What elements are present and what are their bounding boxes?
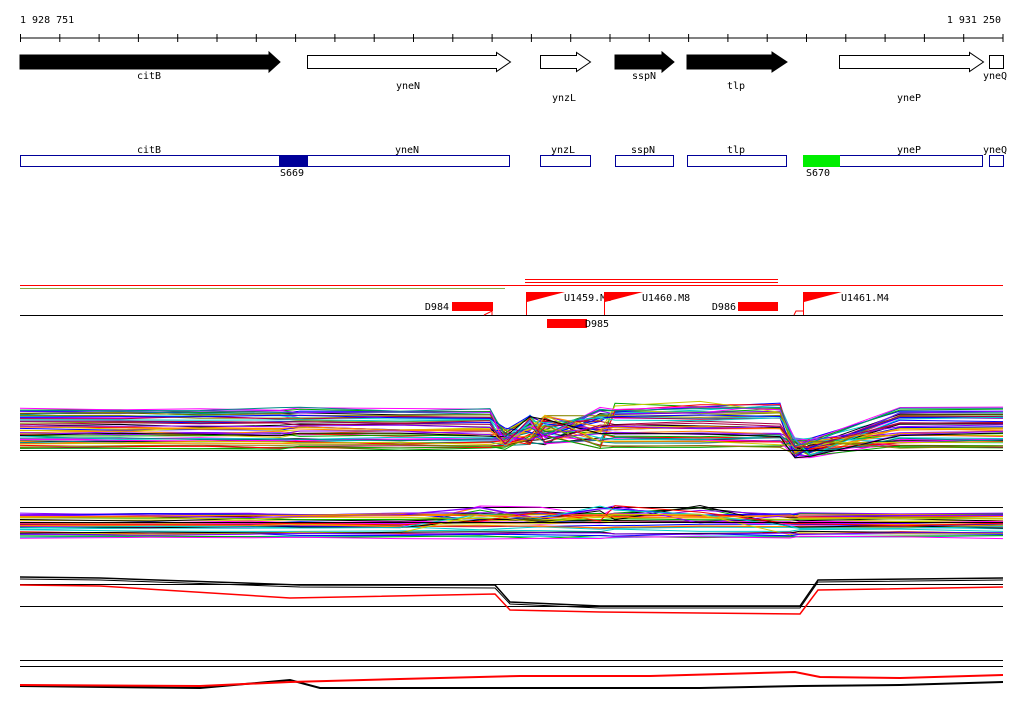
- probe-box-citB-yneN[interactable]: [20, 155, 510, 167]
- profile-line-red: [19, 584, 1004, 615]
- feature-U1459-flag: [527, 292, 565, 302]
- feature-U1461-flag: [804, 292, 842, 302]
- feature-label-U1461: U1461.M4: [841, 293, 889, 304]
- feature-D985[interactable]: [547, 319, 587, 328]
- gene-ynzL[interactable]: ynzL: [540, 51, 592, 105]
- profile-line: [19, 530, 1004, 535]
- gene-label-yneP: yneP: [897, 93, 921, 104]
- gene-label-yneN: yneN: [396, 81, 420, 92]
- profile-line: [19, 532, 1003, 536]
- gene-label-yneQ: yneQ: [983, 71, 1007, 82]
- probe-gene-label-sspN: sspN: [631, 145, 655, 156]
- probe-gene-label-yneQ: yneQ: [983, 145, 1007, 156]
- highlight-label-S670: S670: [806, 168, 830, 179]
- gene-label-citB: citB: [137, 71, 161, 82]
- feature-U1460-flag: [605, 292, 643, 302]
- profile-line: [19, 416, 1004, 459]
- probe-gene-label-yneN: yneN: [395, 145, 419, 156]
- profile-line-red: [19, 670, 1004, 688]
- feature-U1459[interactable]: U1459.M8: [526, 292, 613, 315]
- profile-line-black: [19, 576, 1004, 607]
- ruler-ticks: [20, 34, 1004, 42]
- gene-arrow-yneN[interactable]: [307, 51, 512, 73]
- probe-gene-label-ynzL: ynzL: [551, 145, 575, 156]
- feature-D984[interactable]: [452, 302, 493, 311]
- gene-arrow-ynzL[interactable]: [540, 51, 592, 73]
- gene-yneQ[interactable]: yneQ: [983, 55, 1007, 83]
- profile-line: [19, 535, 1004, 540]
- feature-D986[interactable]: [738, 302, 778, 311]
- gene-track: citB yneN ynzL sspN tlp yneP yneQ: [19, 50, 1007, 105]
- expression-panel-1: [19, 400, 1004, 459]
- coordinate-ruler: 1 928 751 1 931 250: [20, 15, 1004, 42]
- probe-box-yneQ[interactable]: [989, 155, 1004, 167]
- profile-line: [19, 415, 1004, 457]
- profile-line: [19, 505, 1004, 527]
- gene-label-sspN: sspN: [632, 71, 656, 82]
- profile-line: [19, 528, 1004, 533]
- probe-box-sspN[interactable]: [615, 155, 674, 167]
- profile-line: [19, 423, 1004, 452]
- ruler-end-label: 1 931 250: [947, 15, 1001, 26]
- feature-label-D985: D985: [585, 319, 609, 330]
- profile-line: [19, 417, 1004, 448]
- feature-label-U1460: U1460.M8: [642, 293, 690, 304]
- profile-line: [19, 414, 1004, 459]
- profile-line: [19, 424, 1004, 455]
- gene-arrow-sspN[interactable]: [614, 50, 675, 74]
- gene-arrow-yneP[interactable]: [839, 51, 985, 73]
- feature-label-D986: D986: [712, 302, 736, 313]
- feature-label-D984: D984: [425, 302, 449, 313]
- ruler-start-label: 1 928 751: [20, 15, 74, 26]
- probe-track: citB yneN ynzL sspN tlp yneP yneQ S669 S…: [20, 145, 1007, 179]
- profile-line: [19, 435, 1004, 457]
- gene-yneN[interactable]: yneN: [307, 51, 512, 93]
- gene-label-ynzL: ynzL: [552, 93, 576, 104]
- gene-box-yneQ[interactable]: [989, 55, 1004, 69]
- probe-gene-label-citB: citB: [137, 145, 161, 156]
- profile-line-black-2: [19, 578, 1004, 609]
- gene-label-tlp: tlp: [727, 81, 745, 92]
- feature-D984-tail: [483, 310, 493, 316]
- expression-panel-3: [19, 576, 1004, 615]
- feature-track: D984 D985 D986 U1459.M8 U1460.M8 U1461.M…: [20, 279, 1003, 330]
- gene-yneP[interactable]: yneP: [839, 51, 985, 105]
- expression-panel-2: [19, 504, 1004, 540]
- profile-line: [19, 514, 1004, 519]
- highlight-S670[interactable]: [803, 155, 840, 167]
- gene-arrow-tlp[interactable]: [686, 51, 788, 73]
- probe-box-ynzL[interactable]: [540, 155, 591, 167]
- gene-arrow-citB[interactable]: [19, 50, 281, 74]
- highlight-label-S669: S669: [280, 168, 304, 179]
- highlight-S669[interactable]: [279, 155, 308, 167]
- profile-line: [19, 516, 1004, 521]
- feature-label-U1459: U1459.M8: [564, 293, 612, 304]
- expression-panel-4: [19, 660, 1004, 690]
- profile-line: [19, 505, 1004, 529]
- feature-U1461[interactable]: U1461.M4: [793, 292, 889, 316]
- gene-citB[interactable]: citB: [19, 50, 281, 82]
- feature-U1460[interactable]: U1460.M8: [604, 292, 691, 315]
- gene-tlp[interactable]: tlp: [686, 51, 788, 92]
- probe-gene-label-tlp: tlp: [727, 145, 745, 156]
- gene-sspN[interactable]: sspN: [614, 50, 675, 82]
- feature-U1461-tail: [793, 310, 803, 316]
- probe-gene-label-yneP: yneP: [897, 145, 921, 156]
- probe-box-tlp[interactable]: [687, 155, 787, 167]
